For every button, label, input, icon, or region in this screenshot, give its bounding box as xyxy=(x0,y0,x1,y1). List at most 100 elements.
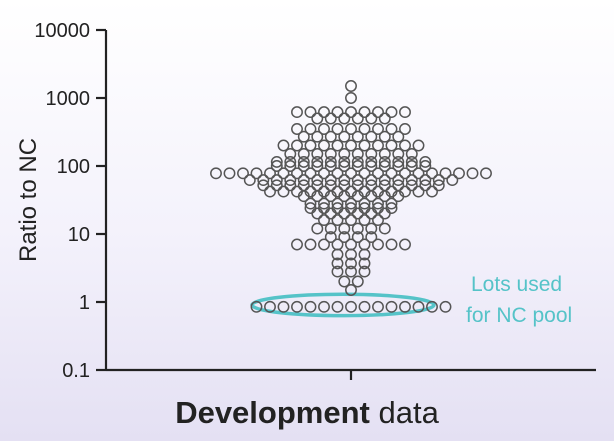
data-point xyxy=(392,148,405,160)
data-point xyxy=(351,160,364,172)
data-point xyxy=(264,167,276,180)
data-point xyxy=(345,284,357,296)
data-point xyxy=(304,139,317,152)
x-axis-label-bold: Development xyxy=(175,395,370,430)
data-point xyxy=(331,248,344,261)
data-point xyxy=(338,231,351,244)
y-tick-label: 1 xyxy=(79,292,90,314)
data-point xyxy=(358,139,371,152)
data-point xyxy=(318,300,330,313)
data-point xyxy=(338,112,351,125)
y-tick-label: 100 xyxy=(57,156,90,178)
data-point xyxy=(297,155,310,168)
data-point xyxy=(304,238,317,251)
data-point xyxy=(338,130,351,143)
data-point xyxy=(372,123,384,135)
data-point xyxy=(378,174,391,187)
annotation-line-2: for NC pool xyxy=(466,304,572,327)
data-point xyxy=(324,160,337,172)
data-point xyxy=(412,300,425,313)
data-point xyxy=(351,275,364,288)
data-point xyxy=(399,300,411,313)
data-point xyxy=(399,106,411,119)
data-point xyxy=(324,231,337,244)
data-point xyxy=(345,106,357,119)
data-point xyxy=(324,190,337,203)
data-point xyxy=(311,155,324,168)
data-point xyxy=(311,222,324,235)
data-points xyxy=(210,80,492,313)
data-point xyxy=(358,214,371,227)
data-point xyxy=(250,300,263,313)
data-point xyxy=(324,148,337,160)
data-point xyxy=(291,300,303,313)
data-point xyxy=(210,167,222,180)
data-point xyxy=(392,130,405,143)
y-tick-label: 0.1 xyxy=(62,360,90,382)
data-point xyxy=(351,231,364,244)
data-point xyxy=(270,160,283,172)
data-point xyxy=(358,300,371,313)
data-point xyxy=(385,167,398,180)
data-point xyxy=(345,257,357,270)
data-point xyxy=(304,197,317,210)
data-point xyxy=(297,190,310,203)
data-point xyxy=(392,190,405,203)
data-point xyxy=(385,300,398,313)
data-point xyxy=(351,207,364,220)
data-point xyxy=(372,214,384,227)
data-point xyxy=(378,148,391,160)
data-point xyxy=(223,167,236,180)
data-point xyxy=(378,207,391,220)
data-point xyxy=(324,155,337,168)
data-point xyxy=(365,231,378,244)
data-point xyxy=(277,167,290,180)
data-point xyxy=(270,174,283,187)
data-point xyxy=(324,174,337,187)
y-axis-label: Ratio to NC xyxy=(15,138,42,262)
data-point xyxy=(358,265,371,278)
data-point xyxy=(297,148,310,160)
data-point xyxy=(385,106,398,119)
axes xyxy=(104,30,596,380)
data-point xyxy=(378,222,391,235)
data-point xyxy=(351,148,364,160)
data-point xyxy=(405,179,418,192)
data-point xyxy=(237,167,249,180)
data-point xyxy=(345,300,357,313)
y-tick-label: 10000 xyxy=(34,20,90,42)
data-point xyxy=(405,155,418,168)
data-point xyxy=(311,190,324,203)
data-point xyxy=(426,300,438,313)
data-point xyxy=(338,148,351,160)
data-point xyxy=(412,167,425,180)
y-ticks: 0.1 1 10 100 1000 10000 xyxy=(34,20,106,382)
data-point xyxy=(378,155,391,168)
data-point xyxy=(392,155,405,168)
data-point xyxy=(385,123,398,135)
data-point xyxy=(311,112,324,125)
data-point xyxy=(318,197,330,210)
data-point xyxy=(331,197,344,210)
data-point xyxy=(345,214,357,227)
data-point xyxy=(318,123,330,135)
data-point xyxy=(284,160,297,172)
data-point xyxy=(331,139,344,152)
data-point xyxy=(365,130,378,143)
data-point xyxy=(277,139,290,152)
data-point xyxy=(304,123,317,135)
data-point xyxy=(351,222,364,235)
data-point xyxy=(297,130,310,143)
data-point xyxy=(412,185,425,198)
annotation: Lots used for NC pool xyxy=(466,273,572,327)
data-point xyxy=(358,248,371,261)
data-point xyxy=(338,190,351,203)
data-point xyxy=(378,190,391,203)
data-point xyxy=(378,130,391,143)
data-point xyxy=(439,300,452,313)
data-point xyxy=(399,123,411,135)
data-point xyxy=(365,148,378,160)
data-point xyxy=(331,214,344,227)
data-point xyxy=(432,179,445,192)
data-point xyxy=(338,155,351,168)
